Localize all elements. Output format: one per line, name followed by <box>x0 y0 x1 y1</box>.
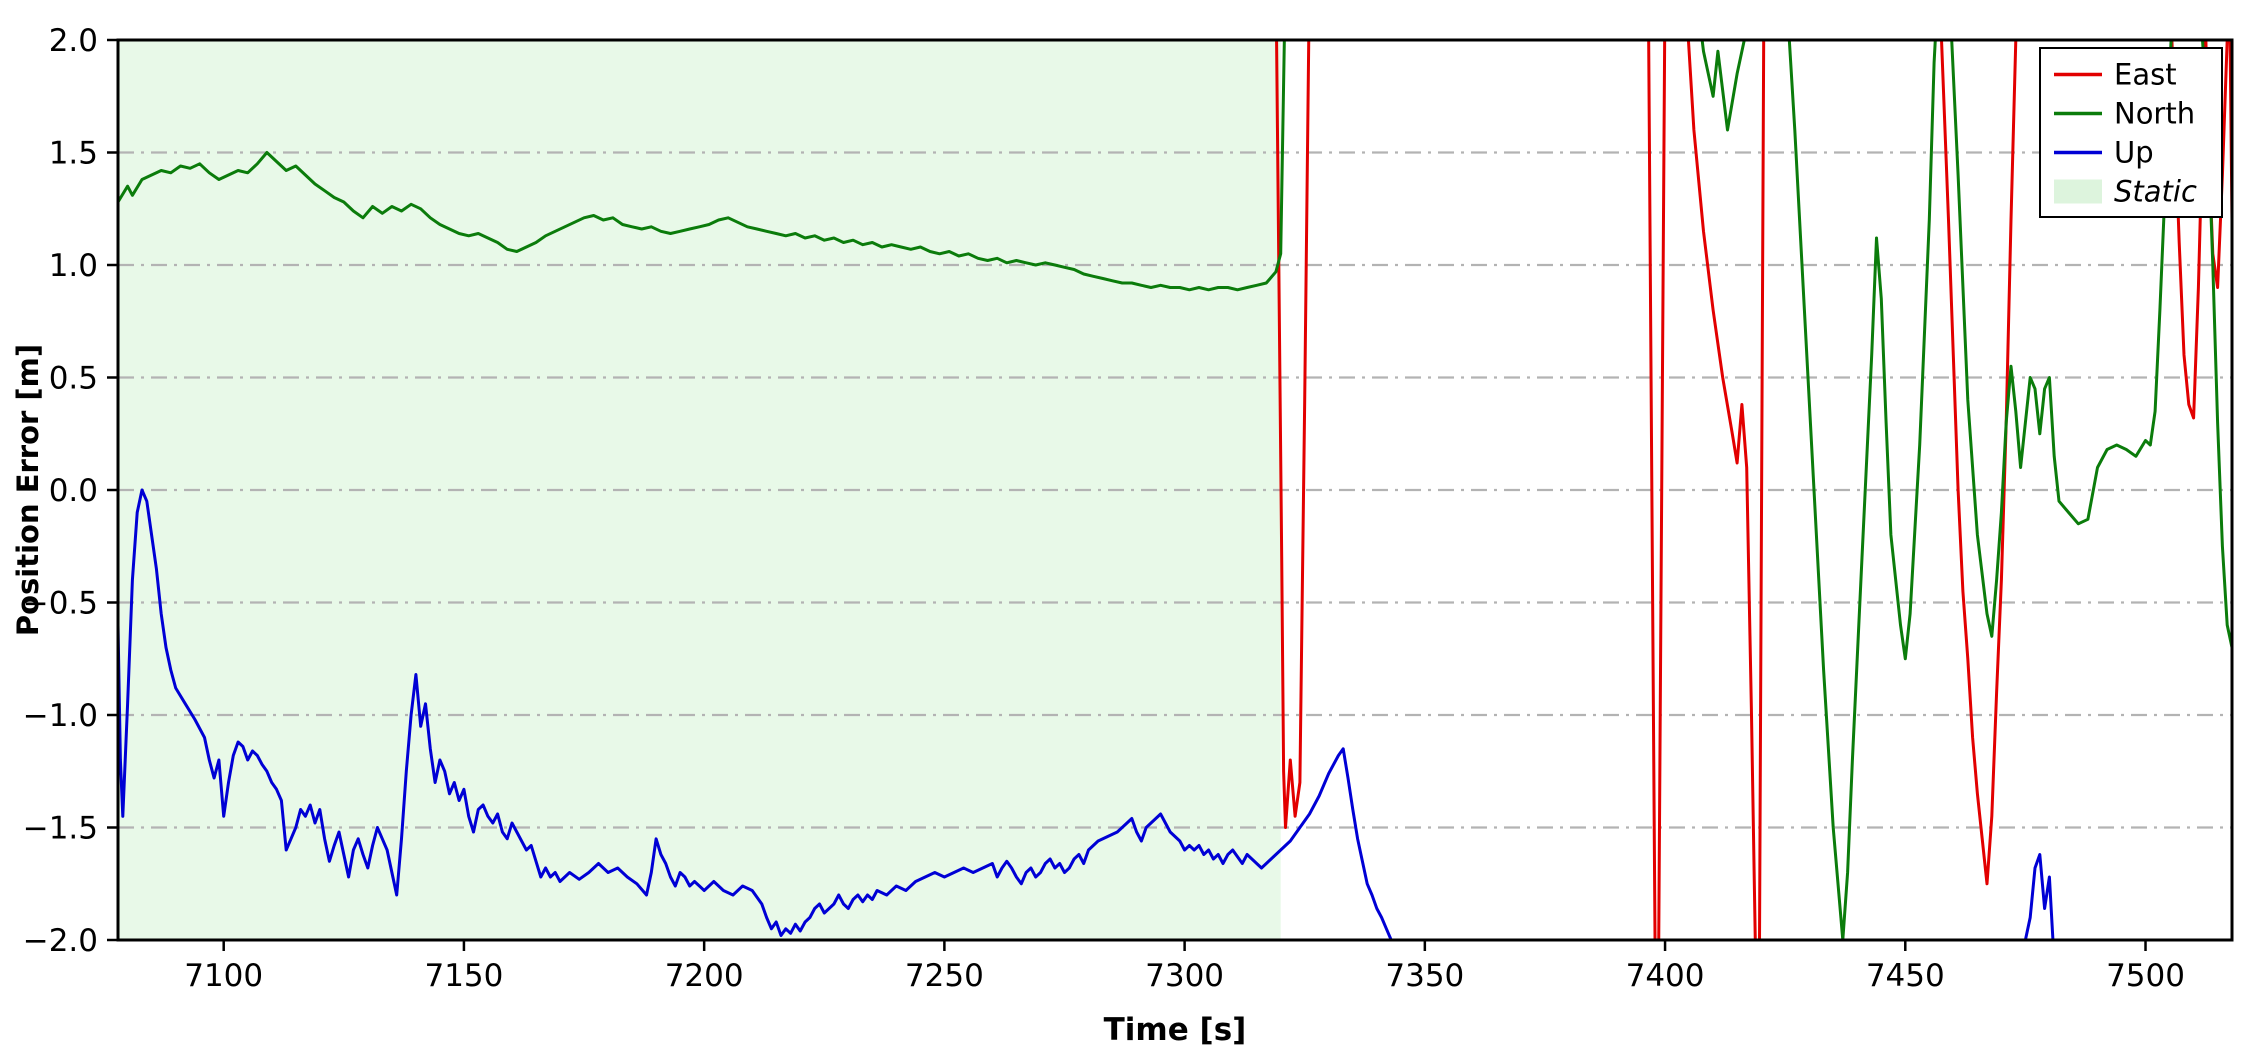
x-axis-label: Time [s] <box>1104 1012 1247 1048</box>
x-tick-label: 7100 <box>184 958 263 994</box>
x-tick-label: 7200 <box>665 958 744 994</box>
legend-up-label: Up <box>2114 136 2154 170</box>
x-tick-label: 7150 <box>424 958 503 994</box>
y-tick-label: 1.0 <box>49 248 98 284</box>
y-tick-label: −1.0 <box>23 698 98 734</box>
legend-east-label: East <box>2114 58 2177 92</box>
y-tick-label: 2.0 <box>49 23 98 59</box>
series-up-line <box>118 488 2055 940</box>
y-tick-label: 0.0 <box>49 473 98 509</box>
y-tick-label: −1.5 <box>23 811 98 847</box>
legend-north-label: North <box>2114 97 2195 131</box>
y-tick-label: −2.0 <box>23 923 98 959</box>
legend-static-label: Static <box>2114 175 2197 209</box>
x-tick-label: 7350 <box>1385 958 1464 994</box>
x-tick-label: 7300 <box>1145 958 1224 994</box>
series-north-line <box>118 40 2232 940</box>
x-tick-label: 7400 <box>1626 958 1705 994</box>
y-tick-label: 0.5 <box>49 361 98 397</box>
legend-static-patch <box>2054 179 2102 204</box>
series-layer <box>118 40 2232 940</box>
y-tick-label: −0.5 <box>23 586 98 622</box>
y-tick-label: 1.5 <box>49 136 98 172</box>
y-axis: 2.0 1.5 1.0 0.5 0.0 −0.5 −1.0 −1.5 −2.0 <box>23 23 118 959</box>
y-axis-label: Position Error [m] <box>11 344 45 636</box>
legend: East North Up Static <box>2039 47 2223 218</box>
series-east-line <box>1275 40 2232 940</box>
x-axis: 7100 7150 7200 7250 7300 7350 7400 7450 7500 <box>184 940 2185 994</box>
x-tick-label: 7250 <box>905 958 984 994</box>
x-tick-label: 7500 <box>2106 958 2185 994</box>
x-tick-label: 7450 <box>1866 958 1945 994</box>
